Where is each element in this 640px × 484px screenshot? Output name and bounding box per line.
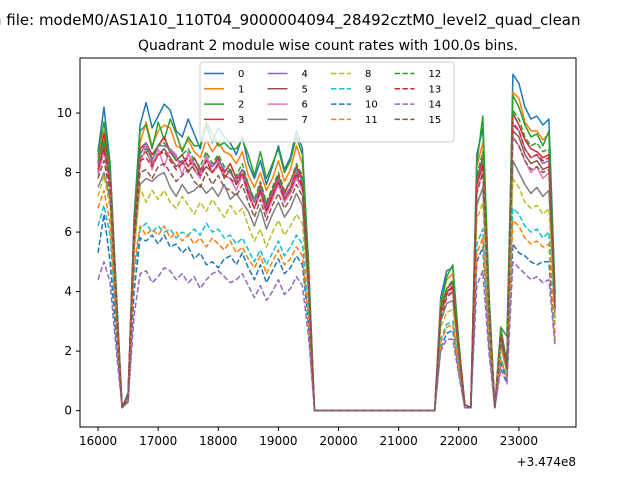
legend-label-7: 7 bbox=[302, 115, 308, 126]
y-tick-label: 4 bbox=[64, 285, 72, 299]
legend-label-5: 5 bbox=[302, 84, 308, 95]
legend-label-10: 10 bbox=[365, 100, 378, 111]
y-tick-label: 6 bbox=[64, 225, 72, 239]
legend-label-2: 2 bbox=[238, 100, 244, 111]
plot-frame bbox=[79, 57, 577, 428]
y-axis: 0 2 4 6 8 10 bbox=[57, 106, 80, 418]
y-tick-label: 0 bbox=[64, 404, 72, 418]
chart-title: Quadrant 2 module wise count rates with … bbox=[138, 38, 518, 54]
y-tick-label: 8 bbox=[64, 166, 72, 180]
legend-label-8: 8 bbox=[365, 69, 371, 80]
x-tick-label: 20000 bbox=[319, 434, 357, 448]
series-line-14 bbox=[97, 261, 556, 412]
legend-label-3: 3 bbox=[238, 115, 244, 126]
figure-suptitle: n file: modeM0/AS1A10_110T04_9000004094_… bbox=[0, 11, 581, 30]
x-tick-label: 16000 bbox=[79, 434, 117, 448]
x-offset-label: +3.474e8 bbox=[517, 455, 576, 469]
x-tick-label: 23000 bbox=[500, 434, 538, 448]
x-axis: 16000 17000 18000 19000 20000 21000 22000 23000 bbox=[79, 427, 538, 448]
x-tick-label: 18000 bbox=[199, 434, 237, 448]
legend-label-14: 14 bbox=[429, 100, 442, 111]
legend-label-13: 13 bbox=[429, 84, 442, 95]
y-tick-label: 10 bbox=[57, 106, 72, 120]
x-tick-label: 19000 bbox=[259, 434, 297, 448]
legend-label-9: 9 bbox=[365, 84, 371, 95]
x-tick-label: 22000 bbox=[440, 434, 478, 448]
legend-label-6: 6 bbox=[302, 100, 308, 111]
series-line-15 bbox=[97, 136, 556, 412]
x-tick-label: 21000 bbox=[380, 434, 418, 448]
legend-label-15: 15 bbox=[429, 115, 442, 126]
legend-label-12: 12 bbox=[429, 69, 442, 80]
legend-label-11: 11 bbox=[365, 115, 378, 126]
x-tick-label: 17000 bbox=[139, 434, 177, 448]
legend-label-4: 4 bbox=[302, 69, 308, 80]
legend-label-1: 1 bbox=[238, 84, 244, 95]
legend-label-0: 0 bbox=[238, 69, 244, 80]
series-layer bbox=[97, 73, 556, 412]
y-tick-label: 2 bbox=[64, 344, 72, 358]
series-line-13 bbox=[97, 121, 556, 412]
legend-box bbox=[199, 61, 455, 143]
